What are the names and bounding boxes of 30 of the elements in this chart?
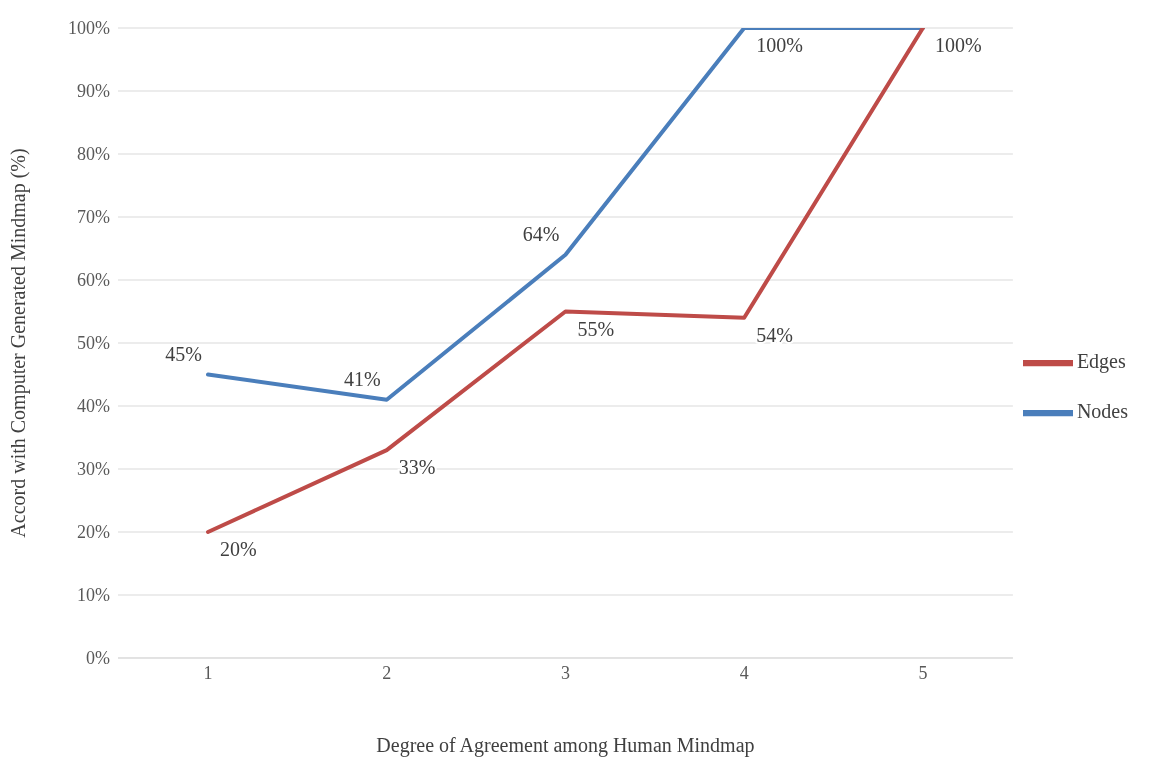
legend-label: Edges [1076,349,1126,372]
y-tick-label: 50% [77,333,110,354]
data-label: 64% [522,222,560,245]
legend-label: Nodes [1076,399,1128,422]
y-tick-label: 10% [77,585,110,606]
x-tick-label: 1 [203,662,213,683]
data-label: 45% [165,342,202,365]
data-label: 54% [756,323,793,346]
data-label: 20% [220,538,257,560]
y-tick-label: 0% [86,648,110,669]
y-tick-label: 100% [68,18,110,39]
y-tick-label: 20% [77,522,110,543]
y-tick-label: 70% [77,207,110,228]
y-axis-title: Accord with Computer Generated Mindmap (%) [7,148,31,538]
data-label: 100% [934,34,982,56]
y-tick-label: 40% [77,396,110,417]
y-tick-label: 80% [77,144,110,165]
data-label: 100% [756,34,803,56]
data-label: 33% [398,456,436,479]
y-tick-label: 30% [77,459,110,480]
y-tick-label: 60% [77,270,110,291]
x-tick-label: 4 [739,662,749,683]
data-label: 55% [577,317,615,340]
x-tick-label: 5 [918,662,928,683]
line-series [206,28,925,534]
x-tick-label: 3 [560,662,570,683]
x-tick-label: 2 [382,662,392,683]
x-axis-title: Degree of Agreement among Human Mindmap [376,734,755,758]
data-label: 41% [344,367,381,390]
y-tick-label: 90% [77,81,110,102]
